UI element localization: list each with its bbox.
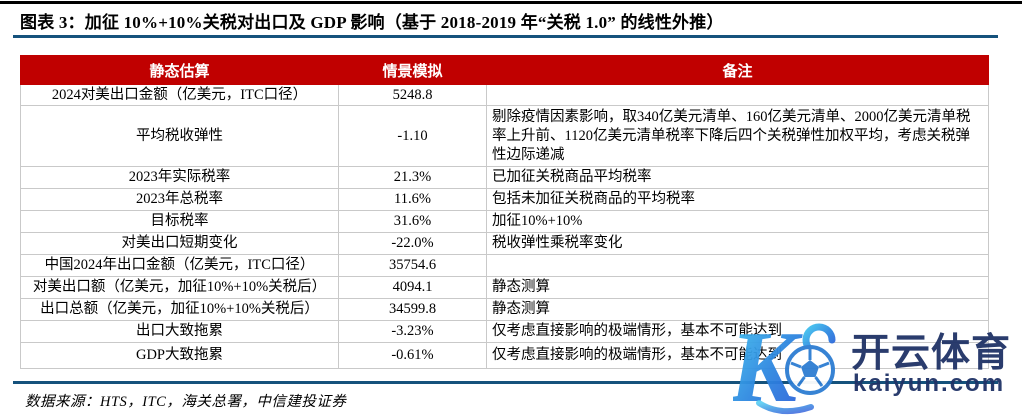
table-row: 2023年总税率 11.6% 包括未加征关税商品的平均税率 xyxy=(20,188,989,211)
row-value: 11.6% xyxy=(338,188,487,211)
table-row: 中国2024年出口金额（亿美元，ITC口径） 35754.6 xyxy=(20,254,989,277)
row-value: -3.23% xyxy=(338,320,487,343)
row-label: 对美出口短期变化 xyxy=(20,232,339,255)
row-label: 对美出口额（亿美元，加征10%+10%关税后） xyxy=(20,276,339,299)
row-label: 平均税收弹性 xyxy=(20,105,339,167)
data-source-note: 数据来源：HTS，ITC，海关总署，中信建投证券 xyxy=(25,394,347,410)
table-header-row: 静态估算 情景模拟 备注 xyxy=(20,55,989,85)
tariff-impact-table: 静态估算 情景模拟 备注 2024对美出口金额（亿美元，ITC口径） 5248.… xyxy=(20,55,989,369)
column-header-static-estimate: 静态估算 xyxy=(20,55,339,85)
row-remark: 仅考虑直接影响的极端情形，基本不可能达到 xyxy=(486,320,989,343)
top-border-line xyxy=(0,1,1022,4)
row-value: 31.6% xyxy=(338,210,487,233)
row-label: 目标税率 xyxy=(20,210,339,233)
table-row: 平均税收弹性 -1.10 剔除疫情因素影响，取340亿美元清单、160亿美元清单… xyxy=(20,105,989,167)
row-remark: 包括未加征关税商品的平均税率 xyxy=(486,188,989,211)
row-label: 2024对美出口金额（亿美元，ITC口径） xyxy=(20,84,339,106)
row-label: 出口总额（亿美元，加征10%+10%关税后） xyxy=(20,298,339,321)
row-label: 2023年总税率 xyxy=(20,188,339,211)
row-remark: 加征10%+10% xyxy=(486,210,989,233)
row-value: 4094.1 xyxy=(338,276,487,299)
watermark-domain-text: kaiyun.com xyxy=(853,370,1006,397)
row-label: 出口大致拖累 xyxy=(20,320,339,343)
title-divider-line xyxy=(13,35,998,38)
row-remark xyxy=(486,254,989,277)
row-remark: 静态测算 xyxy=(486,276,989,299)
table-row: 目标税率 31.6% 加征10%+10% xyxy=(20,210,989,233)
row-value: 5248.8 xyxy=(338,84,487,106)
table-row: GDP大致拖累 -0.61% 仅考虑直接影响的极端情形，基本不可能达到 xyxy=(20,342,989,369)
row-label: 中国2024年出口金额（亿美元，ITC口径） xyxy=(20,254,339,277)
soccer-ball-icon xyxy=(785,345,835,395)
row-remark xyxy=(486,84,989,106)
column-header-scenario-simulation: 情景模拟 xyxy=(338,55,487,85)
row-remark: 剔除疫情因素影响，取340亿美元清单、160亿美元清单、2000亿美元清单税率上… xyxy=(486,105,989,167)
table-row: 出口总额（亿美元，加征10%+10%关税后） 34599.8 静态测算 xyxy=(20,298,989,321)
table-row: 对美出口短期变化 -22.0% 税收弹性乘税率变化 xyxy=(20,232,989,255)
row-value: -0.61% xyxy=(338,342,487,369)
row-value: -22.0% xyxy=(338,232,487,255)
watermark-brand-text: 开云体育 xyxy=(851,332,1012,375)
row-value: 35754.6 xyxy=(338,254,487,277)
row-remark: 税收弹性乘税率变化 xyxy=(486,232,989,255)
table-row: 2023年实际税率 21.3% 已加征关税商品平均税率 xyxy=(20,166,989,189)
figure-title: 图表 3：加征 10%+10%关税对出口及 GDP 影响（基于 2018-201… xyxy=(20,13,724,32)
row-label: GDP大致拖累 xyxy=(20,342,339,369)
row-remark: 已加征关税商品平均税率 xyxy=(486,166,989,189)
row-remark: 仅考虑直接影响的极端情形，基本不可能达到 xyxy=(486,342,989,369)
table-row: 对美出口额（亿美元，加征10%+10%关税后） 4094.1 静态测算 xyxy=(20,276,989,299)
table-row: 2024对美出口金额（亿美元，ITC口径） 5248.8 xyxy=(20,84,989,106)
source-divider-line xyxy=(13,381,998,384)
row-value: 21.3% xyxy=(338,166,487,189)
row-label: 2023年实际税率 xyxy=(20,166,339,189)
row-value: 34599.8 xyxy=(338,298,487,321)
kaiyun-watermark: K 开云体育 kaiyun.com xyxy=(733,310,1018,415)
row-value: -1.10 xyxy=(338,105,487,167)
column-header-remark: 备注 xyxy=(486,55,989,85)
